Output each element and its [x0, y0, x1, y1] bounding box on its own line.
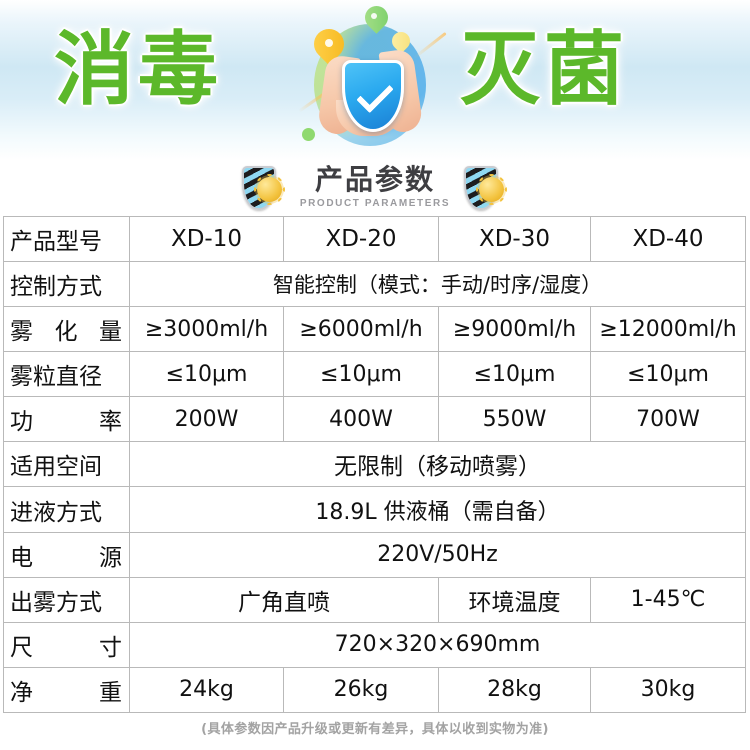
table-cell: ≥9000ml/h: [438, 306, 591, 353]
shield-virus-icon: [241, 165, 286, 211]
row-label: 雾化量: [3, 306, 130, 353]
table-cell: 无限制（移动喷雾）: [129, 441, 746, 488]
section-heading: 产品参数 PRODUCT PARAMETERS: [0, 160, 750, 216]
shield-check-icon: [342, 60, 404, 132]
table-row: 净重 24kg 26kg 28kg 30kg: [3, 666, 746, 714]
checkmark-icon: [356, 75, 394, 114]
table-row: 尺寸 720×320×690mm: [3, 621, 746, 668]
table-cell: XD-30: [438, 215, 591, 263]
section-heading-en: PRODUCT PARAMETERS: [299, 198, 451, 209]
table-cell: 26kg: [283, 666, 439, 714]
table-row: 出雾方式 广角直喷 环境温度 1-45℃: [3, 576, 746, 623]
footnote: (具体参数因产品升级或更新有差异，具体以收到实物为准): [201, 722, 549, 737]
table-row: 电源 220V/50Hz: [3, 531, 746, 578]
table-cell: 720×320×690mm: [129, 621, 746, 668]
table-cell: XD-20: [283, 215, 439, 263]
table-cell: 24kg: [129, 666, 284, 714]
pin-dot: [325, 39, 333, 47]
table-cell: 环境温度: [438, 576, 591, 623]
section-heading-cn: 产品参数: [314, 163, 435, 196]
row-label: 产品型号: [3, 215, 130, 263]
table-cell: 220V/50Hz: [129, 531, 746, 578]
banner-title-left: 消毒: [54, 23, 222, 116]
table-cell: ≥6000ml/h: [283, 306, 439, 353]
row-label: 电源: [3, 531, 130, 578]
light-streak: [413, 32, 447, 59]
spec-table: 产品型号 XD-10 XD-20 XD-30 XD-40 控制方式 智能控制（模式：手动/时…: [3, 215, 746, 714]
table-cell: 30kg: [590, 666, 746, 714]
table-cell: 18.9L 供液桶（需自备）: [129, 486, 746, 533]
table-row: 雾粒直径 ≤10μm ≤10μm ≤10μm ≤10μm: [3, 351, 746, 398]
table-row: 控制方式 智能控制（模式：手动/时序/湿度）: [3, 261, 746, 308]
decorative-dot: [302, 128, 315, 141]
table-cell: 550W: [438, 396, 591, 443]
row-label: 出雾方式: [3, 576, 130, 623]
table-cell: ≥12000ml/h: [590, 306, 746, 353]
hands-holding-shield-illustration: [292, 1, 447, 154]
table-cell: 200W: [129, 396, 284, 443]
table-row: 雾化量 ≥3000ml/h ≥6000ml/h ≥9000ml/h ≥12000ml/h: [3, 306, 746, 353]
table-cell: XD-10: [129, 215, 284, 263]
table-cell: 700W: [590, 396, 746, 443]
shield-virus-icon: [464, 165, 508, 211]
hero-banner: 消毒 灭菌: [0, 0, 750, 160]
table-cell: ≤10μm: [438, 351, 591, 398]
table-cell: XD-40: [590, 215, 746, 263]
table-row: 产品型号 XD-10 XD-20 XD-30 XD-40: [3, 215, 746, 263]
table-cell: ≤10μm: [283, 351, 439, 398]
row-label: 尺寸: [3, 621, 130, 668]
table-cell: 广角直喷: [129, 576, 439, 623]
row-label: 雾粒直径: [3, 351, 130, 398]
banner-title-right: 灭菌: [460, 23, 628, 116]
table-cell: 1-45℃: [590, 576, 746, 623]
table-row: 功率 200W 400W 550W 700W: [3, 396, 746, 443]
row-label: 进液方式: [3, 486, 130, 533]
table-cell: 400W: [283, 396, 439, 443]
table-cell: 智能控制（模式：手动/时序/湿度）: [129, 261, 746, 308]
row-label: 功率: [3, 396, 130, 443]
table-cell: 28kg: [438, 666, 591, 714]
table-row: 适用空间 无限制（移动喷雾）: [3, 441, 746, 488]
spec-table-container: 产品型号 XD-10 XD-20 XD-30 XD-40 控制方式 智能控制（模式：手动/时…: [3, 215, 746, 714]
table-cell: ≥3000ml/h: [129, 306, 284, 353]
table-cell: ≤10μm: [129, 351, 284, 398]
table-row: 进液方式 18.9L 供液桶（需自备）: [3, 486, 746, 533]
table-cell: ≤10μm: [590, 351, 746, 398]
row-label: 控制方式: [3, 261, 130, 308]
row-label: 净重: [3, 666, 130, 714]
pin-dot: [371, 13, 377, 19]
row-label: 适用空间: [3, 441, 130, 488]
